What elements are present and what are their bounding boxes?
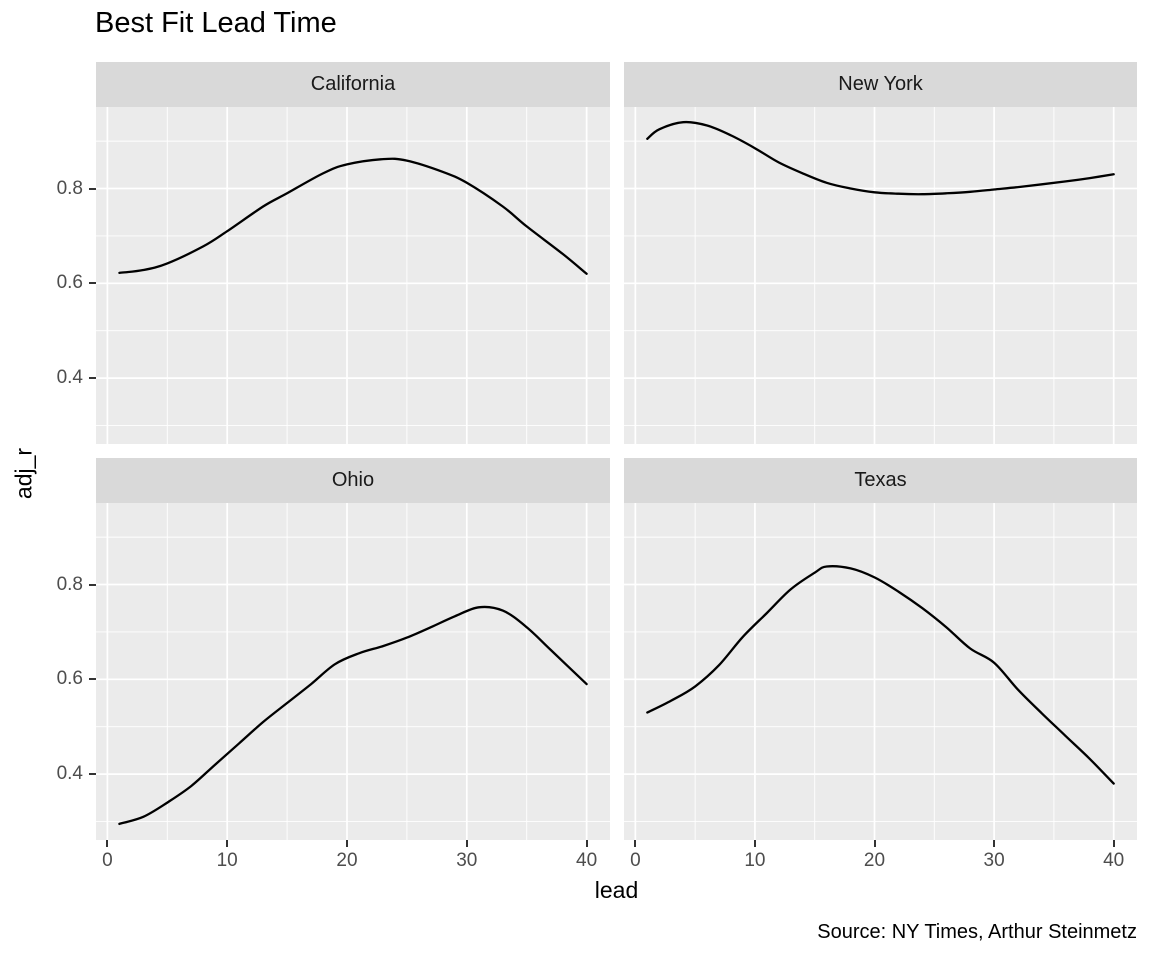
facet-panel-california bbox=[96, 107, 610, 444]
x-tick-label: 30 bbox=[983, 850, 1005, 871]
x-tick-mark bbox=[585, 840, 588, 847]
facet-strip-ohio: Ohio bbox=[96, 458, 610, 503]
facet-strip-california: California bbox=[96, 62, 610, 107]
y-tick-mark bbox=[89, 583, 96, 586]
facet-svg-ohio bbox=[96, 503, 610, 840]
trend-line-new-york bbox=[646, 120, 1115, 196]
plot-title: Best Fit Lead Time bbox=[95, 7, 337, 39]
facet-svg-california bbox=[96, 107, 610, 444]
x-tick-mark bbox=[753, 840, 756, 847]
y-tick-mark bbox=[89, 377, 96, 380]
facet-panel-new-york bbox=[624, 107, 1137, 444]
trend-line-california bbox=[118, 157, 588, 275]
x-tick-mark bbox=[465, 840, 468, 847]
x-tick-label: 0 bbox=[102, 850, 113, 871]
x-tick-label: 10 bbox=[216, 850, 238, 871]
x-tick-mark bbox=[226, 840, 229, 847]
y-tick-label: 0.8 bbox=[56, 573, 83, 595]
x-tick-label: 20 bbox=[863, 850, 886, 871]
x-tick-label: 20 bbox=[336, 850, 358, 871]
x-tick-label: 0 bbox=[630, 850, 641, 871]
x-tick-mark bbox=[1112, 840, 1115, 847]
y-tick-mark bbox=[89, 282, 96, 285]
y-tick-label: 0.8 bbox=[56, 177, 83, 199]
facet-strip-texas: Texas bbox=[624, 458, 1137, 503]
x-tick-mark bbox=[346, 840, 348, 847]
x-tick-label: 40 bbox=[1103, 850, 1125, 871]
source-caption: Source: NY Times, Arthur Steinmetz bbox=[817, 921, 1137, 943]
y-tick-mark bbox=[89, 773, 96, 776]
x-tick-mark bbox=[106, 840, 109, 847]
y-axis-title: adj_r bbox=[10, 447, 37, 499]
trend-line-ohio bbox=[118, 605, 588, 826]
y-tick-label: 0.4 bbox=[56, 763, 83, 785]
y-tick-label: 0.6 bbox=[56, 668, 83, 690]
y-tick-mark bbox=[89, 678, 96, 681]
facet-panel-ohio bbox=[96, 503, 610, 840]
trend-line-texas bbox=[646, 565, 1115, 785]
x-tick-label: 40 bbox=[576, 850, 598, 871]
x-tick-mark bbox=[873, 840, 876, 847]
facet-svg-new-york bbox=[624, 107, 1137, 444]
facet-panel-texas bbox=[624, 503, 1137, 840]
y-tick-mark bbox=[89, 187, 96, 190]
x-tick-mark bbox=[993, 840, 996, 847]
facet-strip-new-york: New York bbox=[624, 62, 1137, 107]
x-tick-mark bbox=[634, 840, 637, 847]
facet-svg-texas bbox=[624, 503, 1137, 840]
x-axis-title: lead bbox=[594, 877, 639, 903]
y-tick-label: 0.6 bbox=[56, 272, 83, 294]
x-tick-label: 30 bbox=[456, 850, 478, 871]
x-tick-label: 10 bbox=[744, 850, 766, 871]
y-tick-label: 0.4 bbox=[56, 367, 83, 389]
